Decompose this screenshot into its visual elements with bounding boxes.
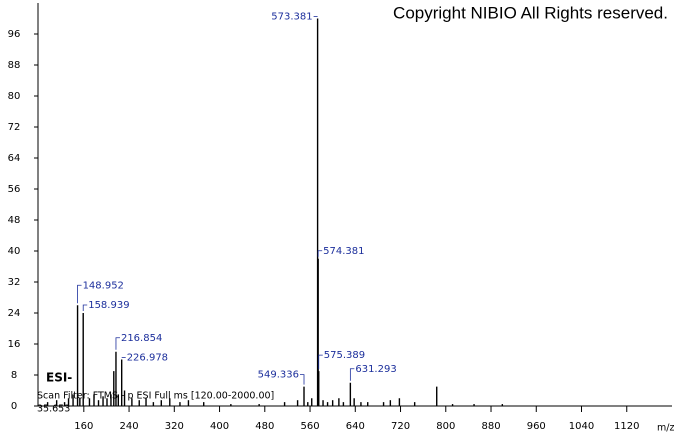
y-tick-label: 56 [8, 184, 21, 195]
label-leader [77, 284, 82, 304]
label-leader [82, 304, 88, 311]
ionization: ESI- [46, 371, 72, 385]
peak-label: 226.978 [127, 353, 168, 364]
x-tick-label: 240 [120, 421, 139, 432]
peak-label: 148.952 [83, 280, 124, 291]
y-tick-label: 0 [11, 401, 17, 412]
y-tick-label: 24 [8, 308, 21, 319]
y-tick-label: 80 [8, 91, 21, 102]
x-tick-label: 880 [481, 421, 500, 432]
y-tick-label: 32 [8, 277, 21, 288]
x-tick-label: 640 [346, 421, 365, 432]
peak-label: 574.381 [323, 246, 364, 257]
x-tick-label: 160 [74, 421, 93, 432]
y-tick-label: 88 [8, 60, 21, 71]
y-tick-label: 16 [8, 339, 21, 350]
y-tick-label: 40 [8, 246, 21, 257]
scan-filter: Scan Filter: FTMS - p ESI Full ms [120.0… [37, 391, 274, 402]
retention-time: 35.653 [37, 404, 70, 415]
copyright: Copyright NIBIO All Rights reserved. [393, 3, 668, 22]
label-leader [300, 374, 305, 385]
y-tick-label: 96 [8, 29, 21, 40]
x-axis-label: m/z [657, 423, 674, 434]
x-tick-label: 800 [436, 421, 455, 432]
label-leader [318, 354, 323, 370]
x-tick-label: 1120 [614, 421, 639, 432]
peak-label: 549.336 [258, 370, 299, 381]
x-tick-label: 1040 [569, 421, 594, 432]
peak-label: 216.854 [121, 333, 162, 344]
peak-label: 575.389 [324, 350, 365, 361]
x-tick-label: 320 [165, 421, 184, 432]
label-leader [349, 368, 355, 381]
peak-label: 158.939 [88, 300, 129, 311]
x-tick-label: 720 [391, 421, 410, 432]
x-tick-label: 400 [210, 421, 229, 432]
y-tick-label: 48 [8, 215, 21, 226]
y-tick-label: 8 [11, 370, 17, 381]
x-tick-label: 480 [255, 421, 274, 432]
y-tick-label: 72 [8, 122, 21, 133]
y-tick-label: 64 [8, 153, 21, 164]
x-tick-label: 560 [300, 421, 319, 432]
x-tick-label: 960 [527, 421, 546, 432]
peak-label: 573.381 [271, 12, 312, 23]
peak-label: 631.293 [355, 364, 396, 375]
label-leader [317, 250, 323, 257]
label-leader [115, 337, 120, 350]
